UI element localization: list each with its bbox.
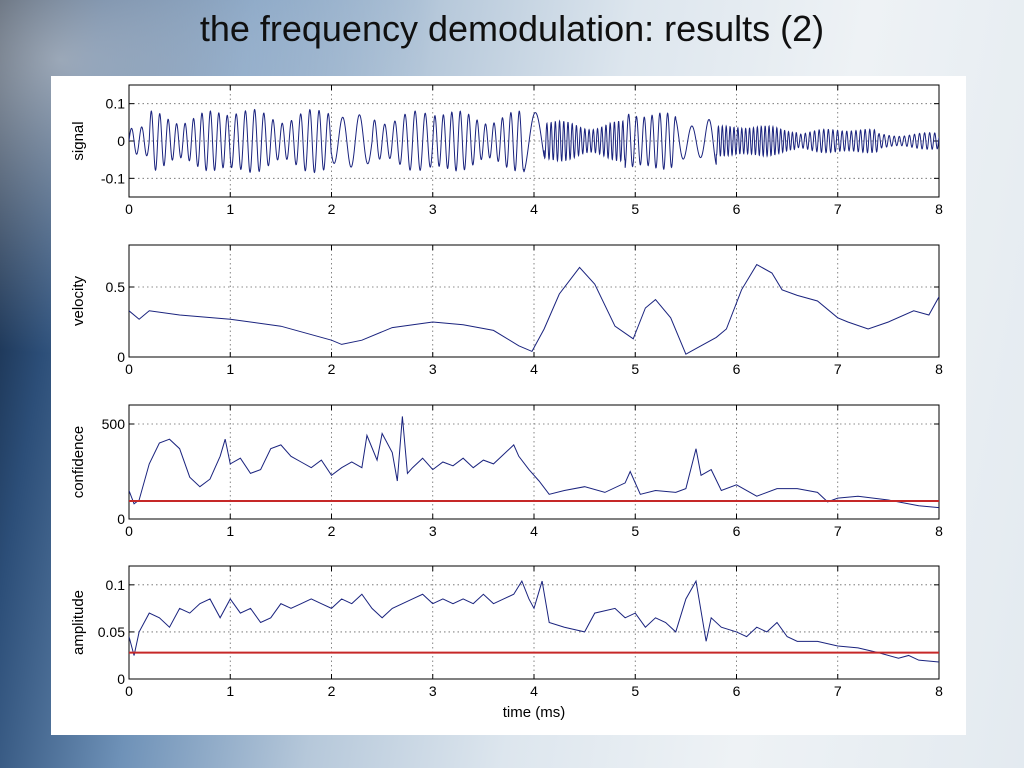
- series-line: [129, 263, 939, 355]
- y-tick-label: 500: [102, 416, 126, 432]
- y-axis-label: signal: [70, 121, 87, 160]
- subplot-confidence: 0 1 2 3 4 5 6 7 8 500 0 confidence: [70, 404, 943, 539]
- x-tick-label: 5: [631, 201, 639, 217]
- series-line: [129, 579, 939, 663]
- x-tick-label: 6: [733, 201, 741, 217]
- x-tick-label: 1: [226, 201, 234, 217]
- x-tick-label: 7: [834, 361, 842, 377]
- x-tick-label: 2: [328, 683, 336, 699]
- x-tick-label: 8: [935, 683, 943, 699]
- x-tick-label: 8: [935, 201, 943, 217]
- x-tick-label: 0: [125, 523, 133, 539]
- x-tick-label: 7: [834, 683, 842, 699]
- x-tick-label: 8: [935, 523, 943, 539]
- y-tick-label: 0.5: [106, 279, 126, 295]
- x-tick-label: 5: [631, 683, 639, 699]
- x-tick-label: 6: [733, 683, 741, 699]
- y-axis-label: velocity: [70, 275, 87, 326]
- y-tick-label: 0: [117, 671, 125, 687]
- x-tick-label: 1: [226, 361, 234, 377]
- x-tick-label: 4: [530, 361, 538, 377]
- x-tick-label: 1: [226, 683, 234, 699]
- x-tick-label: 6: [733, 523, 741, 539]
- y-tick-label: -0.1: [101, 170, 125, 186]
- x-axis-label: time (ms): [503, 704, 566, 721]
- y-axis-label: confidence: [70, 426, 87, 499]
- x-tick-label: 7: [834, 523, 842, 539]
- y-tick-label: 0.1: [106, 96, 126, 112]
- x-tick-label: 2: [328, 361, 336, 377]
- y-tick-label: 0: [117, 349, 125, 365]
- x-tick-label: 5: [631, 361, 639, 377]
- x-tick-label: 3: [429, 523, 437, 539]
- series-line: [129, 416, 939, 509]
- x-tick-label: 2: [328, 523, 336, 539]
- y-tick-label: 0.05: [98, 624, 125, 640]
- x-tick-label: 3: [429, 201, 437, 217]
- x-tick-label: 8: [935, 361, 943, 377]
- y-tick-label: 0: [117, 511, 125, 527]
- subplot-amplitude: 0 1 2 3 4 5 6 7 8 0.1 0.05 0 amplitude time (ms): [70, 565, 943, 721]
- plot-frame: [128, 565, 940, 680]
- x-tick-label: 2: [328, 201, 336, 217]
- x-tick-label: 0: [125, 683, 133, 699]
- x-tick-label: 3: [429, 683, 437, 699]
- series-line: [129, 108, 939, 174]
- y-tick-label: 0: [117, 133, 125, 149]
- x-tick-label: 7: [834, 201, 842, 217]
- x-tick-label: 4: [530, 201, 538, 217]
- x-tick-label: 3: [429, 361, 437, 377]
- x-tick-label: 0: [125, 361, 133, 377]
- y-tick-label: 0.1: [106, 577, 126, 593]
- subplot-velocity: 0 1 2 3 4 5 6 7 8 0.5 0 velocity: [70, 244, 943, 377]
- y-axis-label: amplitude: [70, 590, 87, 655]
- figure-panel: 0 1 2 3 4 5 6 7 8 0.1 0 -0.1 signal 0 1 2 3 4 5 6 7 8 0.5 0 velo…: [51, 76, 966, 735]
- x-tick-label: 6: [733, 361, 741, 377]
- x-tick-label: 4: [530, 523, 538, 539]
- x-tick-label: 5: [631, 523, 639, 539]
- slide-title: the frequency demodulation: results (2): [199, 8, 825, 49]
- x-tick-label: 0: [125, 201, 133, 217]
- x-tick-label: 1: [226, 523, 234, 539]
- x-tick-label: 4: [530, 683, 538, 699]
